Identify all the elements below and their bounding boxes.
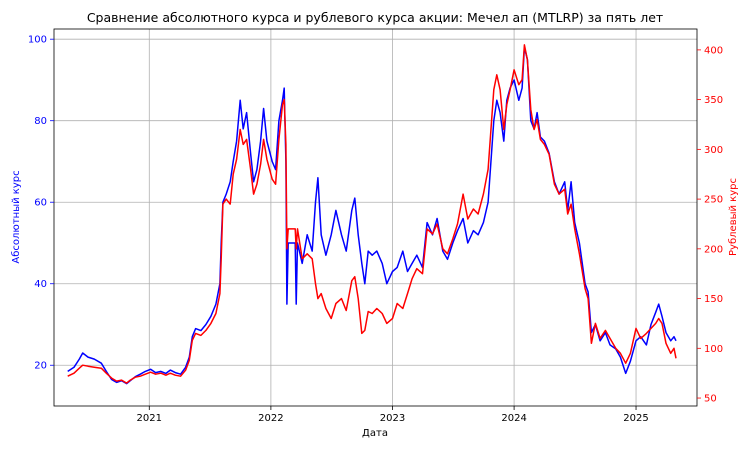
right-y-tick-label: 200 <box>704 244 723 255</box>
right-y-tick-label: 50 <box>704 394 717 405</box>
left-y-tick-label: 100 <box>28 35 47 46</box>
grid <box>54 29 697 406</box>
x-tick-label: 2022 <box>258 413 283 424</box>
x-tick-label: 2021 <box>137 413 162 424</box>
right-y-tick-label: 250 <box>704 195 723 206</box>
right-y-tick-label: 350 <box>704 95 723 106</box>
x-tick-label: 2023 <box>380 413 405 424</box>
left-y-tick-label: 40 <box>34 279 47 290</box>
x-tick-label: 2025 <box>623 413 648 424</box>
left-axis-label: Абсолютный курс <box>11 170 22 263</box>
series-layer <box>67 44 677 385</box>
right-y-tick-label: 400 <box>704 45 723 56</box>
series-line-ruble <box>67 44 677 384</box>
left-y-tick-label: 60 <box>34 198 47 209</box>
x-tick-label: 2024 <box>501 413 526 424</box>
right-y-tick-label: 300 <box>704 145 723 156</box>
x-axis-label: Дата <box>362 428 388 439</box>
right-y-tick-label: 150 <box>704 294 723 305</box>
left-y-tick-label: 80 <box>34 116 47 127</box>
left-y-tick-label: 20 <box>34 361 47 372</box>
chart-title: Сравнение абсолютного курса и рублевого … <box>87 10 663 25</box>
plot-frame <box>53 28 698 407</box>
right-y-tick-label: 100 <box>704 344 723 355</box>
right-axis-label: Рублевый курс <box>728 178 739 256</box>
axes: 2021 2022 2023 2024 2025 20 40 60 80 100 50 100 150 2… <box>28 35 723 424</box>
